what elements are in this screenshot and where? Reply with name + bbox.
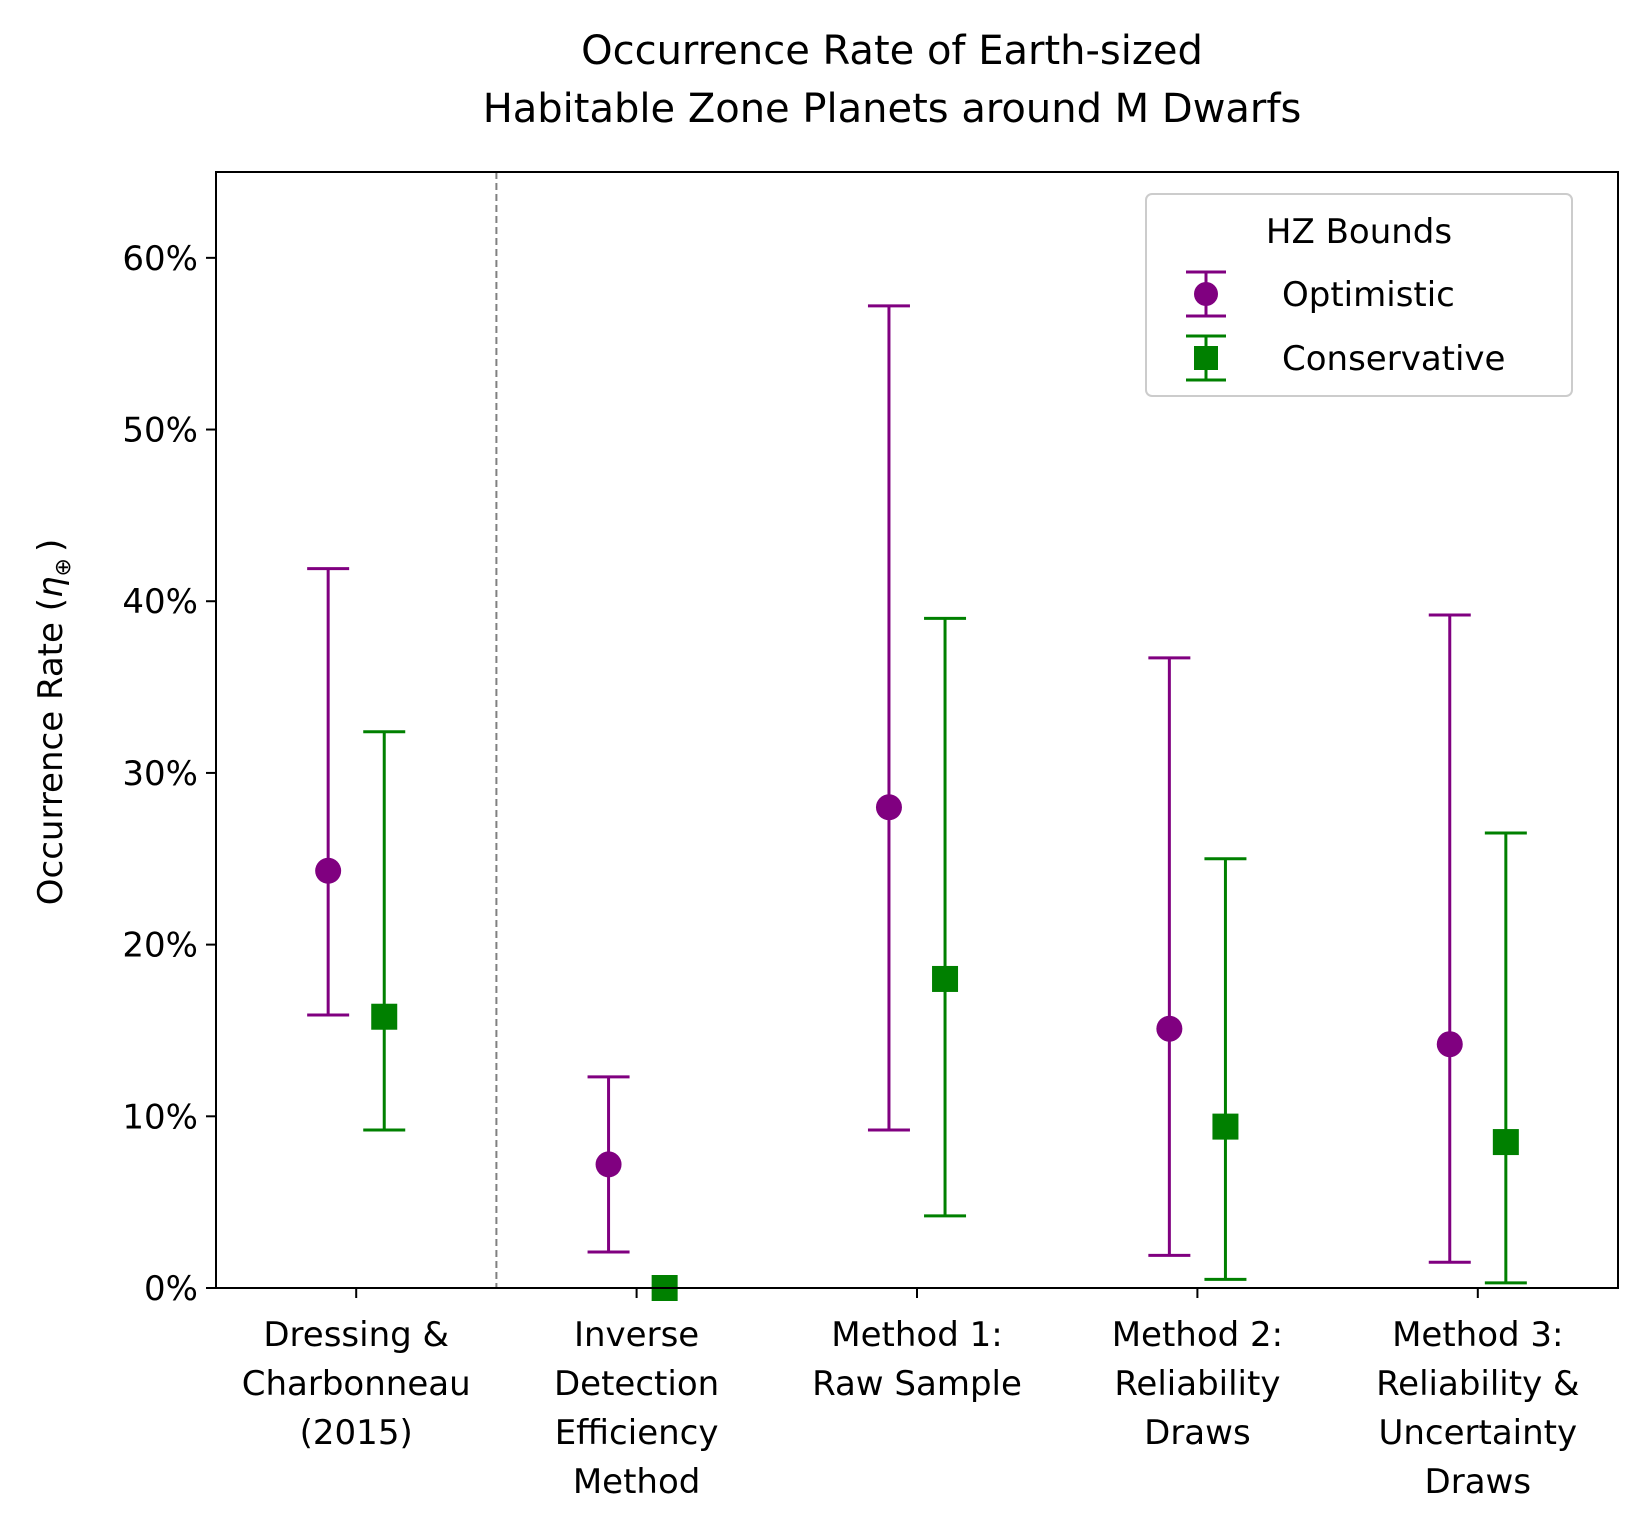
x-tick-label: Method 3: [1392, 1315, 1563, 1355]
x-tick-label: Detection [554, 1364, 719, 1404]
data-point-conservative [1492, 1129, 1519, 1156]
x-tick-label: Reliability & [1376, 1364, 1579, 1404]
x-tick-label: Inverse [574, 1315, 699, 1355]
legend: HZ Bounds Optimistic Conservative [1145, 193, 1573, 397]
y-tick-label: 40% [122, 582, 198, 622]
x-tick-label: Dressing & [263, 1315, 449, 1355]
x-tick-label: Draws [1425, 1462, 1532, 1502]
data-point-optimistic [1156, 1015, 1183, 1042]
x-tick-label: Method 1: [831, 1315, 1002, 1355]
y-tick-label: 30% [122, 754, 198, 794]
data-point-optimistic [595, 1151, 622, 1178]
x-tick-label: Raw Sample [812, 1364, 1022, 1404]
x-tick-label: Efficiency [555, 1413, 719, 1453]
y-tick-label: 50% [122, 411, 198, 451]
data-point-optimistic [315, 857, 342, 884]
x-tick-label: Draws [1144, 1413, 1251, 1453]
y-tick-label: 0% [144, 1269, 198, 1309]
y-tick-label: 60% [122, 239, 198, 279]
legend-box [1145, 193, 1573, 397]
x-tick-label: Method 2: [1112, 1315, 1283, 1355]
data-point-conservative [1212, 1113, 1239, 1140]
y-axis-label-symbol: η [31, 576, 71, 598]
chart-title-line-2: Habitable Zone Planets around M Dwarfs [483, 86, 1302, 132]
legend-entries: Optimistic Conservative [1186, 270, 1505, 382]
x-tick-label: Uncertainty [1378, 1413, 1577, 1453]
data-point-conservative [932, 965, 959, 992]
legend-marker-circle [1194, 282, 1218, 306]
data-point-optimistic [875, 794, 902, 821]
data-point-optimistic [1436, 1031, 1463, 1058]
y-axis-label-text: Occurrence Rate ( [31, 598, 71, 905]
y-tick-label: 20% [122, 926, 198, 966]
y-axis-label-close: ) [31, 539, 71, 552]
legend-label: Optimistic [1282, 275, 1455, 315]
y-axis-label-subscript: ⊕ [51, 558, 76, 576]
x-tick-label: (2015) [300, 1413, 413, 1453]
y-tick-label: 10% [122, 1097, 198, 1137]
x-tick-label: Method [573, 1462, 701, 1502]
chart-title-line-1: Occurrence Rate of Earth-sized [581, 28, 1203, 74]
x-tick-label: Reliability [1114, 1364, 1280, 1404]
legend-marker-square [1194, 346, 1218, 370]
legend-title: HZ Bounds [1266, 212, 1452, 252]
legend-label: Conservative [1282, 339, 1505, 379]
x-tick-label: Charbonneau [242, 1364, 471, 1404]
y-axis-label: Occurrence Rate (η⊕) [31, 539, 76, 906]
data-point-conservative [371, 1003, 398, 1030]
plot-area [307, 172, 1527, 1301]
